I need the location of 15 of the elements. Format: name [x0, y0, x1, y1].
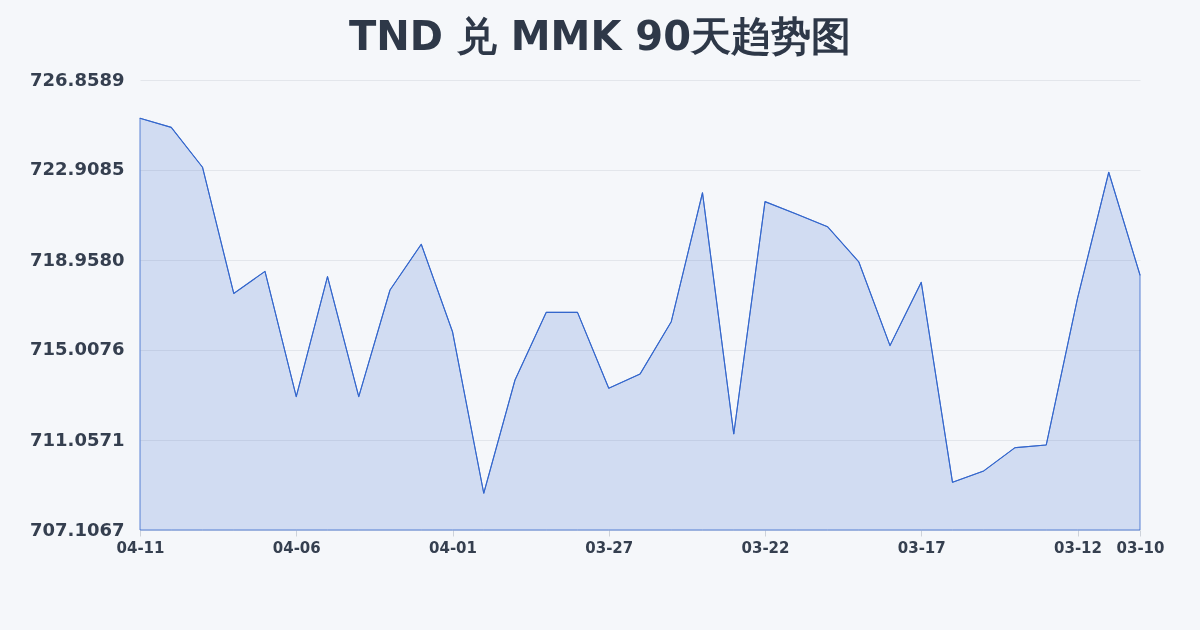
y-tick-label: 726.8589 — [29, 68, 125, 90]
x-tick-label: 04-06 — [272, 538, 321, 557]
x-tick-label: 04-01 — [429, 538, 477, 557]
y-tick-label: 711.0571 — [29, 428, 125, 450]
x-tick-label: 03-10 — [1116, 538, 1165, 557]
y-tick-label: 722.9085 — [29, 158, 125, 180]
y-tick-label: 707.1067 — [29, 518, 125, 540]
chart-title: TND 兑 MMK 90天趋势图 — [348, 13, 852, 59]
x-tick-label: 03-12 — [1054, 538, 1102, 557]
y-tick-label: 718.9580 — [29, 248, 125, 270]
x-tick-label: 04-11 — [116, 538, 165, 557]
x-tick-label: 03-17 — [897, 538, 946, 557]
x-tick-label: 03-22 — [741, 538, 790, 557]
y-tick-label: 715.0076 — [29, 338, 125, 360]
x-tick-label: 03-27 — [585, 538, 634, 557]
